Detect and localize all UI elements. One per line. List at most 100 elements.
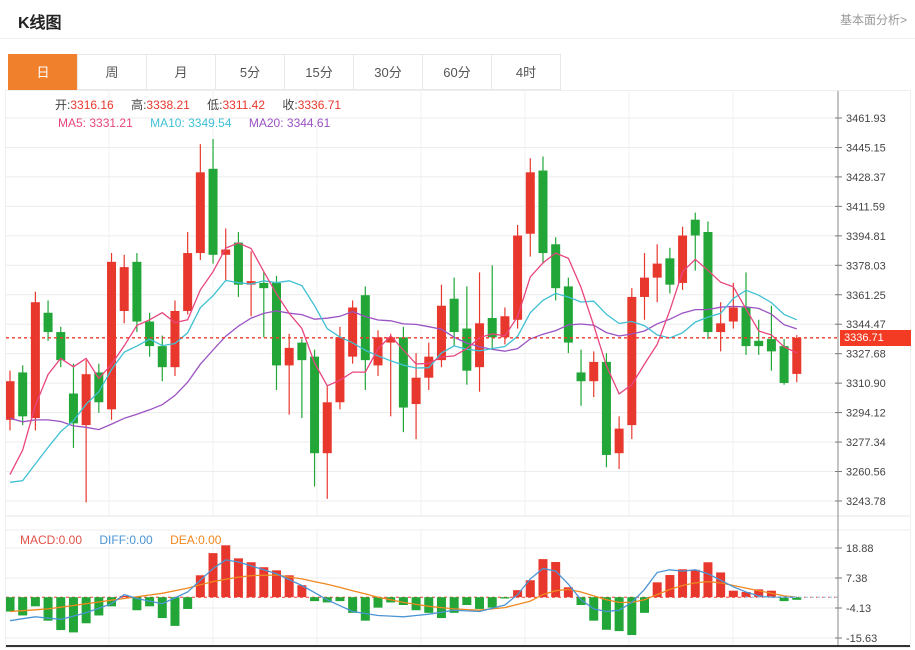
candle-body <box>373 337 383 366</box>
candle-body <box>5 381 15 420</box>
candle-body <box>157 346 167 368</box>
price-tick-label: 3277.34 <box>846 437 886 449</box>
tab-4hour[interactable]: 4时 <box>491 54 561 90</box>
macd-bar <box>208 553 218 598</box>
macd-bar <box>157 597 167 619</box>
tab-60min[interactable]: 60分 <box>422 54 492 90</box>
macd-bar <box>119 595 129 598</box>
price-tick-label: 3344.47 <box>846 319 886 331</box>
macd-bar <box>538 559 548 598</box>
macd-bar <box>449 597 459 613</box>
price-tick-label: 3243.78 <box>846 496 886 508</box>
tab-30min[interactable]: 30分 <box>353 54 423 90</box>
macd-tick-label: 18.88 <box>846 543 874 555</box>
macd-bar <box>132 597 142 611</box>
candle-body <box>627 296 637 426</box>
macd-bar <box>411 597 421 611</box>
candle-body <box>271 282 281 366</box>
candle-body <box>792 337 802 374</box>
candle-body <box>195 172 205 254</box>
candle-body <box>284 347 294 366</box>
macd-bar <box>233 558 243 598</box>
macd-tick-label: 7.38 <box>846 573 867 585</box>
candle-body <box>411 377 421 405</box>
price-tick-label: 3461.93 <box>846 113 886 125</box>
macd-bar <box>246 562 256 598</box>
candle-body <box>18 372 28 417</box>
candle-body <box>779 346 789 383</box>
page-title: K线图 <box>18 15 62 32</box>
macd-bar <box>424 597 434 613</box>
page-header: K线图 基本面分析> <box>0 0 915 39</box>
candle-body <box>310 356 320 454</box>
candle-body <box>640 277 649 297</box>
macd-bar <box>183 597 193 609</box>
macd-bar <box>652 582 662 598</box>
macd-bar <box>348 597 358 613</box>
macd-bar <box>94 597 104 616</box>
macd-bar <box>297 585 307 598</box>
price-tick-label: 3327.68 <box>846 349 886 361</box>
macd-bar <box>5 597 15 612</box>
fundamental-analysis-link[interactable]: 基本面分析> <box>839 13 907 27</box>
candle-body <box>665 258 675 285</box>
candle-body <box>68 393 78 424</box>
candle-body <box>538 170 548 254</box>
macd-bar <box>487 597 497 608</box>
candle-body <box>728 307 738 322</box>
tab-15min[interactable]: 15分 <box>284 54 354 90</box>
candle-body <box>246 281 256 285</box>
tab-month[interactable]: 月 <box>146 54 216 90</box>
candle-body <box>551 244 561 289</box>
macd-bar <box>601 597 611 630</box>
kline-chart-canvas[interactable]: 3461.93 3445.15 3428.37 3411.59 3394.81 3378.… <box>5 91 910 647</box>
candle-body <box>81 374 91 426</box>
tab-week[interactable]: 周 <box>77 54 147 90</box>
candle-body <box>43 312 53 333</box>
macd-bar <box>563 587 573 598</box>
macd-bar <box>335 597 345 602</box>
candle-body <box>449 298 459 333</box>
candle-body <box>398 337 408 408</box>
macd-bar <box>475 597 485 609</box>
dea-line <box>9 574 797 613</box>
ma10-line <box>9 279 798 483</box>
candle-body <box>259 282 269 289</box>
candle-body <box>348 307 358 357</box>
candle-body <box>335 337 345 403</box>
candle-body <box>94 372 104 403</box>
macd-bar <box>195 575 205 598</box>
price-tick-label: 3310.90 <box>846 378 886 390</box>
macd-bar <box>462 597 472 606</box>
candle-body <box>601 361 611 455</box>
macd-bar <box>792 597 802 600</box>
price-tick-label: 3428.37 <box>846 172 886 184</box>
candle-body <box>119 267 129 311</box>
macd-bar <box>640 597 649 613</box>
candle-body <box>475 323 485 368</box>
macd-bar <box>56 597 66 631</box>
tab-5min[interactable]: 5分 <box>215 54 285 90</box>
tab-day[interactable]: 日 <box>8 54 78 90</box>
macd-bar <box>627 597 637 636</box>
candle-body <box>297 342 307 361</box>
period-tabs: 日周月 5分 15分 30分 60分 4时 <box>8 54 561 90</box>
macd-bar <box>728 590 738 598</box>
macd-bar <box>310 597 320 602</box>
candle-body <box>703 231 713 333</box>
macd-bar <box>525 580 535 598</box>
macd-bar <box>678 569 688 598</box>
price-tick-label: 3445.15 <box>846 142 886 154</box>
macd-bar <box>68 597 78 633</box>
macd-bar <box>500 597 510 599</box>
candle-body <box>360 295 370 361</box>
candle-body <box>614 428 624 454</box>
candle-body <box>132 261 142 322</box>
macd-bar <box>576 597 586 606</box>
candle-body <box>525 172 535 234</box>
candle-body <box>500 316 510 338</box>
candle-body <box>322 402 332 454</box>
candle-body <box>208 168 218 255</box>
candle-body <box>589 361 599 382</box>
current-price-badge: 3336.71 <box>840 330 911 346</box>
